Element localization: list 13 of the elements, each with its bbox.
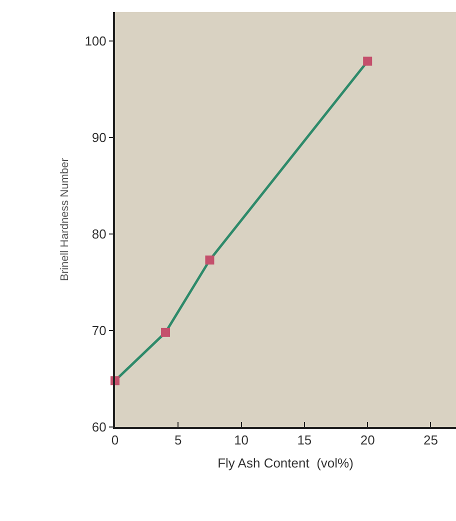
y-tick-label: 60 <box>92 420 106 435</box>
x-tick-label: 0 <box>111 432 119 448</box>
x-tick-label: 20 <box>360 432 375 448</box>
x-tick-label: 15 <box>297 432 312 448</box>
x-tick-label: 5 <box>174 432 182 448</box>
x-tick-label: 10 <box>234 432 249 448</box>
y-tick-label: 70 <box>92 323 106 338</box>
x-axis-title: Fly Ash Content (vol%) <box>218 456 354 471</box>
y-tick-label: 80 <box>92 226 106 242</box>
x-tick-label: 25 <box>424 432 438 448</box>
y-tick-label: 90 <box>92 130 106 146</box>
y-axis-title: Brinell Hardness Number <box>58 158 71 281</box>
y-tick-label: 100 <box>84 34 106 48</box>
